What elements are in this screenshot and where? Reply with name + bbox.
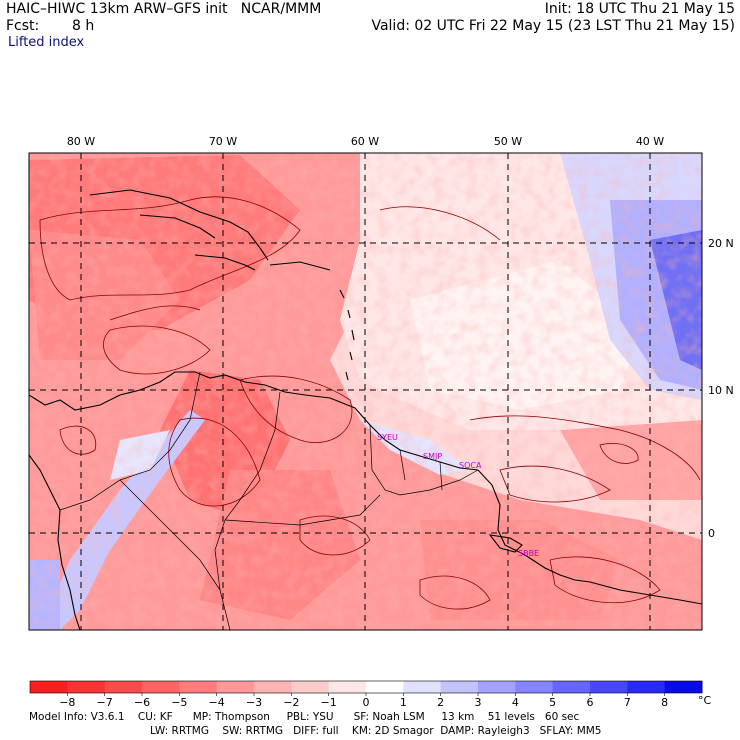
station-label-sbbe: SBBE <box>518 549 539 558</box>
colorbar-label: 2 <box>437 696 444 709</box>
init-time: Init: 18 UTC Thu 21 May 15 <box>544 1 735 17</box>
coastlines <box>29 189 702 630</box>
station-label-smjp: SMJP <box>423 452 442 461</box>
lon-label-50w: 50 W <box>494 135 522 148</box>
title-left: HAIC–HIWC 13km ARW–GFS init NCAR/MMM <box>6 1 322 17</box>
colorbar-label: −5 <box>171 696 187 709</box>
colorbar-swatch <box>403 681 442 693</box>
station-label-soca: SOCA <box>459 461 482 470</box>
colorbar-swatch <box>142 681 180 693</box>
colorbar-label: 7 <box>624 696 631 709</box>
colorbar-label: −7 <box>97 696 113 709</box>
colorbar-label: 0 <box>363 696 370 709</box>
colorbar-unit: °C <box>698 694 712 707</box>
colorbar-label: 1 <box>400 696 407 709</box>
colorbar-swatch <box>590 681 628 693</box>
colorbar-label: −1 <box>321 696 337 709</box>
colorbar-swatch <box>664 681 703 693</box>
lon-label-40w: 40 W <box>636 135 664 148</box>
graticule <box>29 153 702 630</box>
colorbar-label: 5 <box>549 696 556 709</box>
colorbar-label: 3 <box>475 696 482 709</box>
colorbar-swatch <box>179 681 218 693</box>
footer-line-2: LW: RRTMG SW: RRTMG DIFF: full KM: 2D Sm… <box>150 725 602 737</box>
lat-label-10n: 10 N <box>708 384 734 397</box>
colorbar-swatch <box>216 681 255 693</box>
country-borders <box>59 371 479 630</box>
colorbar-swatch <box>515 681 554 693</box>
colorbar-swatch <box>478 681 516 693</box>
forecast-label: Fcst: <box>6 18 40 34</box>
lon-label-60w: 60 W <box>351 135 379 148</box>
colorbar-swatch <box>104 681 143 693</box>
station-label-syeu: SYEU <box>377 433 398 442</box>
colorbar-swatch <box>67 681 106 693</box>
colorbar-label: 8 <box>661 696 668 709</box>
lat-label-0: 0 <box>708 527 715 540</box>
valid-time: Valid: 02 UTC Fri 22 May 15 (23 LST Thu … <box>371 18 735 34</box>
lon-label-80w: 80 W <box>67 135 95 148</box>
field-name: Lifted index <box>8 35 85 50</box>
li-contours <box>39 196 701 610</box>
colorbar-swatch <box>254 681 292 693</box>
colorbar-label: −2 <box>283 696 299 709</box>
colorbar-swatch <box>366 681 404 693</box>
lat-label-20n: 20 N <box>708 237 734 250</box>
colorbar-label: −6 <box>134 696 150 709</box>
colorbar-swatch <box>440 681 479 693</box>
colorbar-label: −3 <box>246 696 262 709</box>
colorbar: −8 −7 −6 −5 −4 −3 −2 −1 0 1 2 3 4 5 6 7 8 <box>29 680 703 709</box>
colorbar-label: −4 <box>209 696 225 709</box>
colorbar-swatch <box>328 681 367 693</box>
lon-label-70w: 70 W <box>209 135 237 148</box>
colorbar-swatch <box>627 681 666 693</box>
footer-line-1: Model Info: V3.6.1 CU: KF MP: Thompson P… <box>29 711 580 723</box>
colorbar-swatch <box>552 681 591 693</box>
colorbar-label: 6 <box>587 696 594 709</box>
colorbar-swatch <box>291 681 330 693</box>
colorbar-swatch <box>30 681 68 693</box>
colorbar-label: 4 <box>512 696 519 709</box>
colorbar-label: −8 <box>59 696 75 709</box>
forecast-hour: 8 h <box>72 18 95 34</box>
